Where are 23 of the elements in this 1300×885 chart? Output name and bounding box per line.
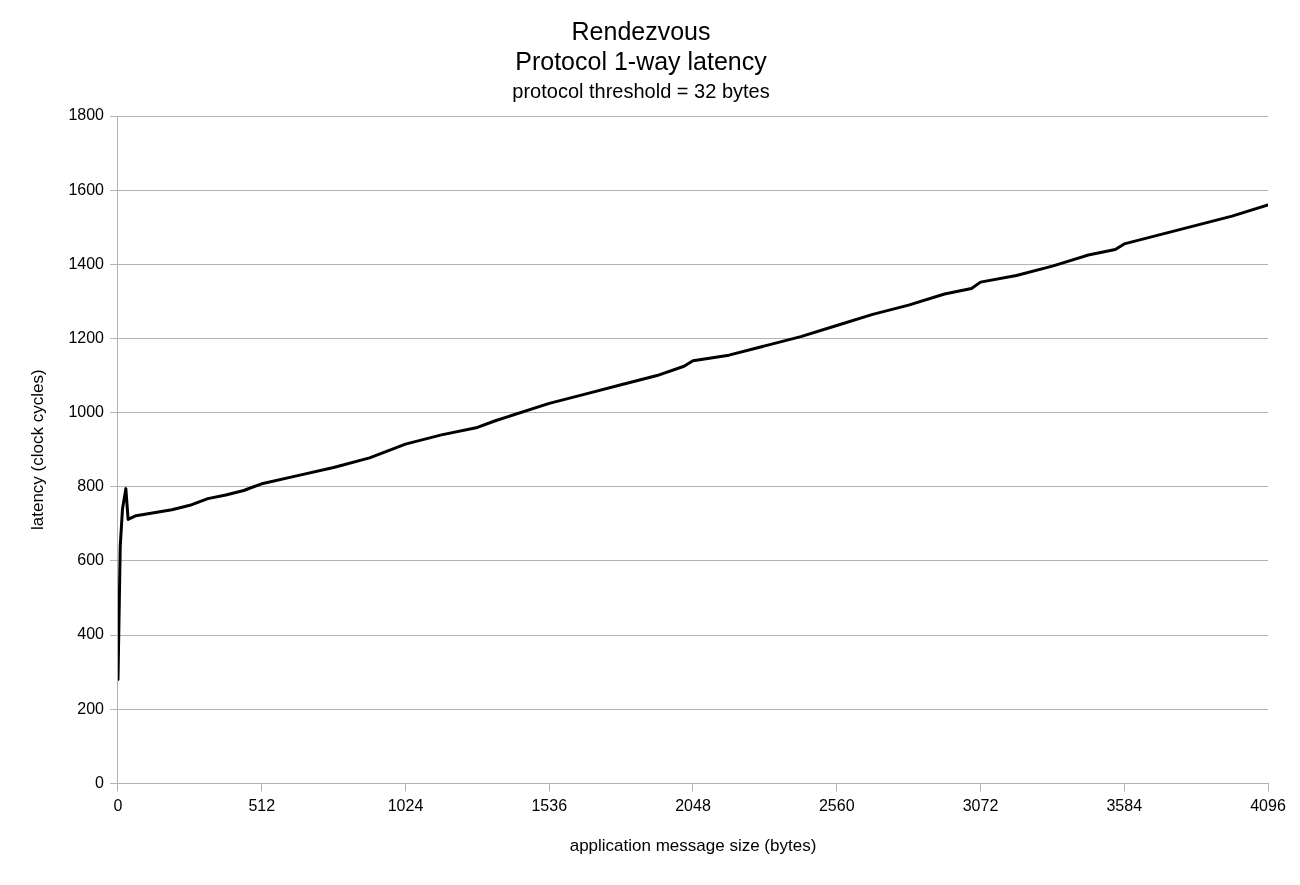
x-tick-label: 3584 <box>1106 797 1143 815</box>
chart-subtitle: protocol threshold = 32 bytes <box>512 79 770 102</box>
y-tick-label: 1800 <box>68 106 105 124</box>
x-axis-title: application message size (bytes) <box>569 836 817 856</box>
x-tick-label: 2560 <box>818 797 855 815</box>
y-tick-label: 800 <box>77 477 105 495</box>
y-tick-label: 0 <box>95 773 105 791</box>
x-tick-label: 512 <box>248 797 276 815</box>
y-tick-label: 1400 <box>68 254 105 272</box>
y-axis-title: latency (clock cycles) <box>27 369 47 530</box>
x-tick-label: 2048 <box>675 797 711 815</box>
y-tick-label: 200 <box>77 699 105 717</box>
x-tick-label: 3072 <box>962 797 999 815</box>
y-tick-label: 1600 <box>68 180 105 198</box>
x-tick-label: 1024 <box>387 797 424 815</box>
y-tick-label: 1000 <box>68 403 105 421</box>
y-tick-label: 1200 <box>68 328 105 346</box>
x-tick-label: 4096 <box>1250 797 1286 815</box>
y-tick-label: 400 <box>77 625 105 643</box>
x-tick-label: 0 <box>113 797 123 815</box>
y-tick-label: 600 <box>77 551 105 569</box>
chart-title: Rendezvous Protocol 1-way latency <box>515 16 768 75</box>
x-tick-label: 1536 <box>531 797 568 815</box>
